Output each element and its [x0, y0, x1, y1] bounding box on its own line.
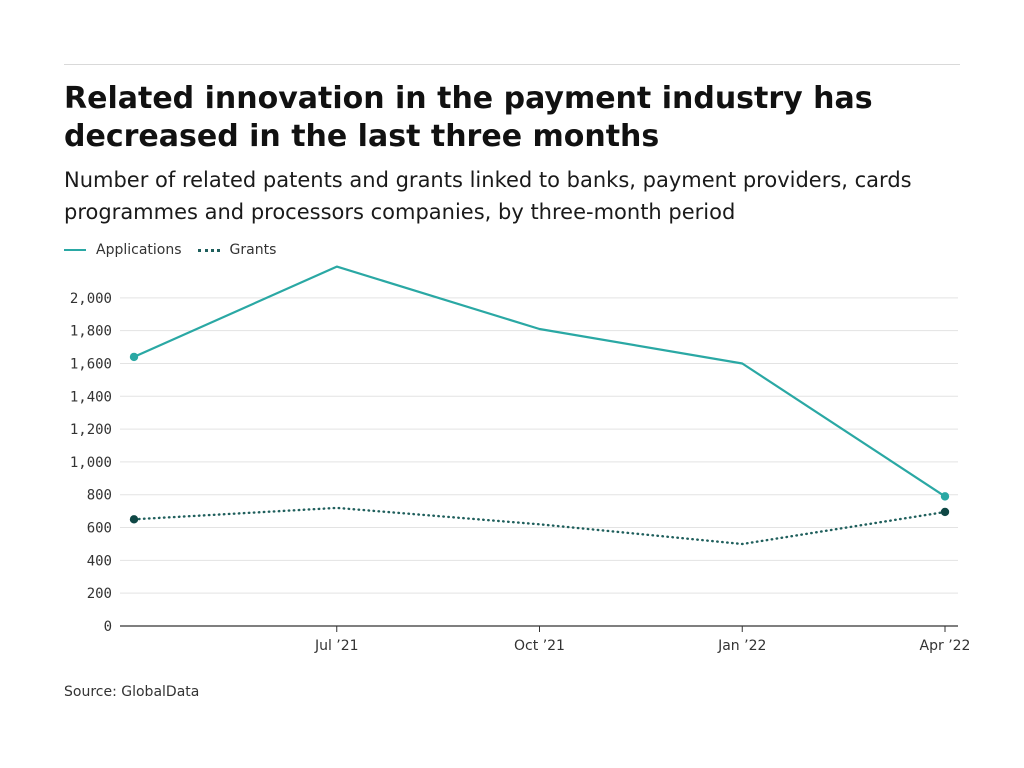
data-point-applications — [129, 352, 139, 362]
legend-item-grants: Grants — [197, 242, 277, 258]
y-tick-label: 1,400 — [70, 389, 112, 405]
legend-swatch-grants — [197, 248, 220, 252]
y-tick-label: 400 — [87, 553, 112, 569]
legend-label-applications: Applications — [96, 242, 182, 258]
y-tick-label: 600 — [87, 521, 112, 537]
y-tick-label: 800 — [87, 488, 112, 504]
legend-item-applications: Applications — [64, 242, 182, 258]
legend-swatch-applications — [64, 249, 86, 251]
line-chart: 0 200 400 600 800 1,000 1,200 1,400 1,600 1,800 2,… — [70, 265, 971, 654]
top-rule — [64, 64, 960, 65]
y-tick-label: 1,600 — [70, 356, 112, 372]
legend-label-grants: Grants — [229, 242, 277, 258]
x-tick-label: Apr ’22 — [920, 638, 971, 654]
chart-subtitle: Number of related patents and grants lin… — [64, 168, 912, 224]
y-tick-label: 1,000 — [70, 455, 112, 471]
y-tick-label: 200 — [87, 586, 112, 602]
legend: Applications Grants — [64, 242, 276, 258]
x-tick-label: Oct ’21 — [514, 638, 565, 654]
data-point-grants — [129, 515, 139, 524]
chart-title: Related innovation in the payment indust… — [64, 81, 873, 154]
y-tick-label: 0 — [104, 619, 112, 635]
series-line-applications — [132, 265, 947, 498]
series-line-grants — [132, 506, 947, 546]
y-tick-label: 1,200 — [70, 422, 112, 438]
data-point-grants — [940, 507, 950, 517]
x-tick-label: Jul ’21 — [314, 638, 359, 654]
y-tick-label: 2,000 — [70, 291, 112, 307]
source-note: Source: GlobalData — [64, 684, 200, 700]
x-tick-label: Jan ’22 — [717, 638, 766, 654]
y-tick-label: 1,800 — [70, 324, 112, 340]
data-point-applications — [940, 492, 950, 501]
